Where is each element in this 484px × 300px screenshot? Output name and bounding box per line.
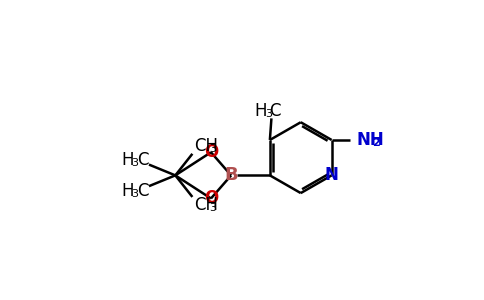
Text: 3: 3: [132, 189, 138, 199]
Text: O: O: [204, 143, 218, 161]
Text: NH: NH: [356, 131, 384, 149]
Text: 3: 3: [210, 144, 216, 154]
Text: C: C: [137, 151, 149, 169]
Text: B: B: [224, 167, 238, 184]
Text: 3: 3: [265, 109, 272, 119]
Text: 3: 3: [210, 203, 216, 213]
Text: H: H: [121, 151, 134, 169]
Text: N: N: [325, 167, 339, 184]
Text: C: C: [269, 102, 280, 120]
Text: CH: CH: [194, 196, 218, 214]
Text: CH: CH: [194, 137, 218, 155]
Text: O: O: [204, 190, 218, 208]
Text: H: H: [121, 182, 134, 200]
Text: C: C: [137, 182, 149, 200]
Text: 3: 3: [132, 158, 138, 168]
Text: H: H: [254, 102, 267, 120]
Text: 2: 2: [372, 138, 379, 148]
